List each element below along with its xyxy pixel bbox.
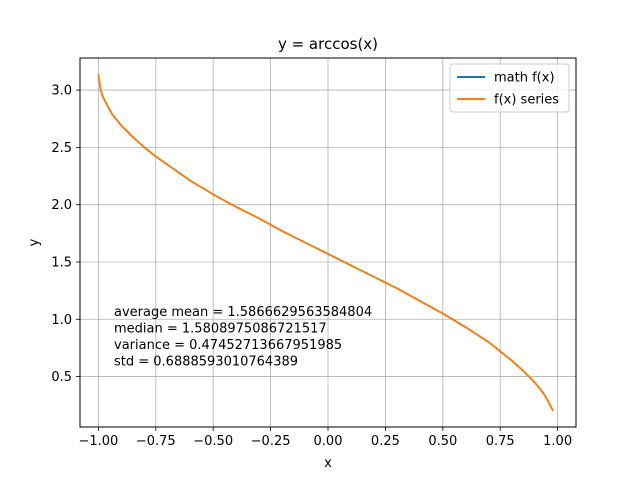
y-tick-label: 2.0 (51, 198, 72, 213)
y-tick-label: 1.5 (51, 255, 72, 270)
x-tick-label: −0.25 (251, 434, 291, 449)
series-line-2 (97, 73, 554, 412)
x-tick-label: −1.00 (78, 434, 118, 449)
y-tick-label: 2.5 (51, 141, 72, 156)
grid (80, 58, 576, 427)
legend: math f(x) f(x) series (449, 63, 570, 113)
series-layer (97, 73, 554, 412)
stats-line: average mean = 1.5866629563584804 (114, 305, 372, 320)
stats-line: variance = 0.47452713667951985 (114, 338, 342, 353)
stats-line: std = 0.6888593010764389 (114, 355, 298, 370)
x-tick-label: 0.25 (371, 434, 400, 449)
ticks: −1.00 −0.75 −0.50 −0.25 0.00 0.25 0.50 0.75 1.00… (51, 84, 572, 449)
chart-title: y = arccos(x) (278, 35, 378, 53)
x-tick-label: −0.50 (193, 434, 233, 449)
stats-line: median = 1.5808975086721517 (114, 322, 327, 337)
x-tick-label: 0.00 (314, 434, 343, 449)
x-tick-label: 0.75 (486, 434, 515, 449)
x-tick-label: −0.75 (136, 434, 176, 449)
legend-label: math f(x) (494, 71, 555, 86)
x-tick-label: 0.50 (428, 434, 457, 449)
x-tick-label: 1.00 (543, 434, 572, 449)
stats-annotation: average mean = 1.5866629563584804 median … (114, 305, 372, 370)
y-tick-label: 1.0 (51, 313, 72, 328)
y-tick-label: 0.5 (51, 370, 72, 385)
y-axis-label: y (27, 238, 42, 246)
x-axis-label: x (324, 456, 332, 471)
legend-label: f(x) series (494, 93, 559, 108)
y-tick-label: 3.0 (51, 84, 72, 99)
